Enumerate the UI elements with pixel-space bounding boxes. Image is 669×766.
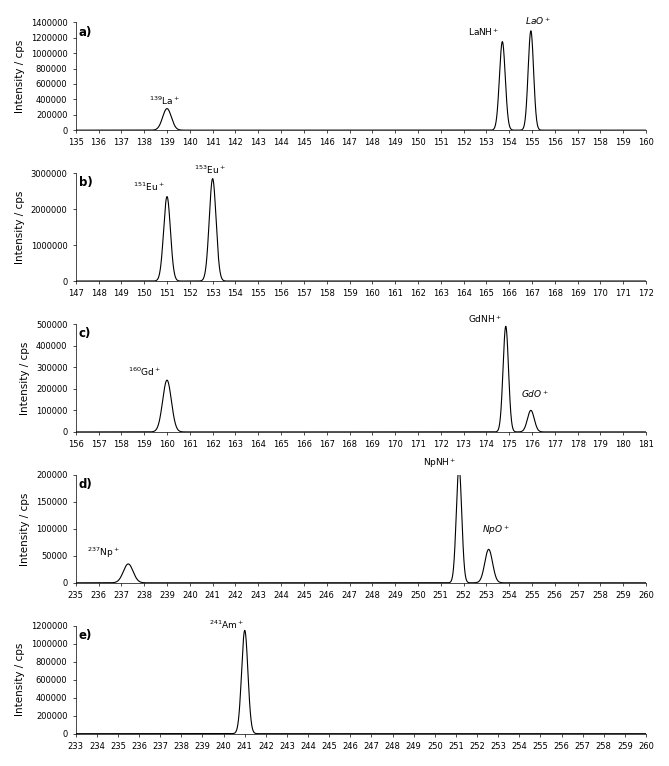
Y-axis label: Intensity / cps: Intensity / cps <box>20 342 30 414</box>
Y-axis label: Intensity / cps: Intensity / cps <box>20 493 30 565</box>
Text: d): d) <box>79 478 92 491</box>
Text: $^{139}$La$^+$: $^{139}$La$^+$ <box>149 95 179 107</box>
Y-axis label: Intensity / cps: Intensity / cps <box>15 40 25 113</box>
Text: $^{237}$Np$^+$: $^{237}$Np$^+$ <box>87 545 120 560</box>
Text: $GdO^+$: $GdO^+$ <box>520 388 549 400</box>
Y-axis label: Intensity / cps: Intensity / cps <box>15 643 25 716</box>
Y-axis label: Intensity / cps: Intensity / cps <box>15 191 25 264</box>
Text: $^{151}$Eu$^+$: $^{151}$Eu$^+$ <box>132 181 165 193</box>
Text: $^{241}$Am$^+$: $^{241}$Am$^+$ <box>209 619 244 631</box>
Text: e): e) <box>79 629 92 642</box>
Text: NpNH$^+$: NpNH$^+$ <box>423 456 456 470</box>
Text: LaNH$^+$: LaNH$^+$ <box>468 26 500 38</box>
Text: c): c) <box>79 327 91 340</box>
Text: b): b) <box>79 176 92 189</box>
Text: $^{160}$Gd$^+$: $^{160}$Gd$^+$ <box>128 365 161 378</box>
Text: $^{153}$Eu$^+$: $^{153}$Eu$^+$ <box>195 163 226 175</box>
Text: a): a) <box>79 25 92 38</box>
Text: $LaO^+$: $LaO^+$ <box>525 15 551 27</box>
Text: $NpO^+$: $NpO^+$ <box>482 523 510 537</box>
Text: GdNH$^+$: GdNH$^+$ <box>468 313 502 326</box>
